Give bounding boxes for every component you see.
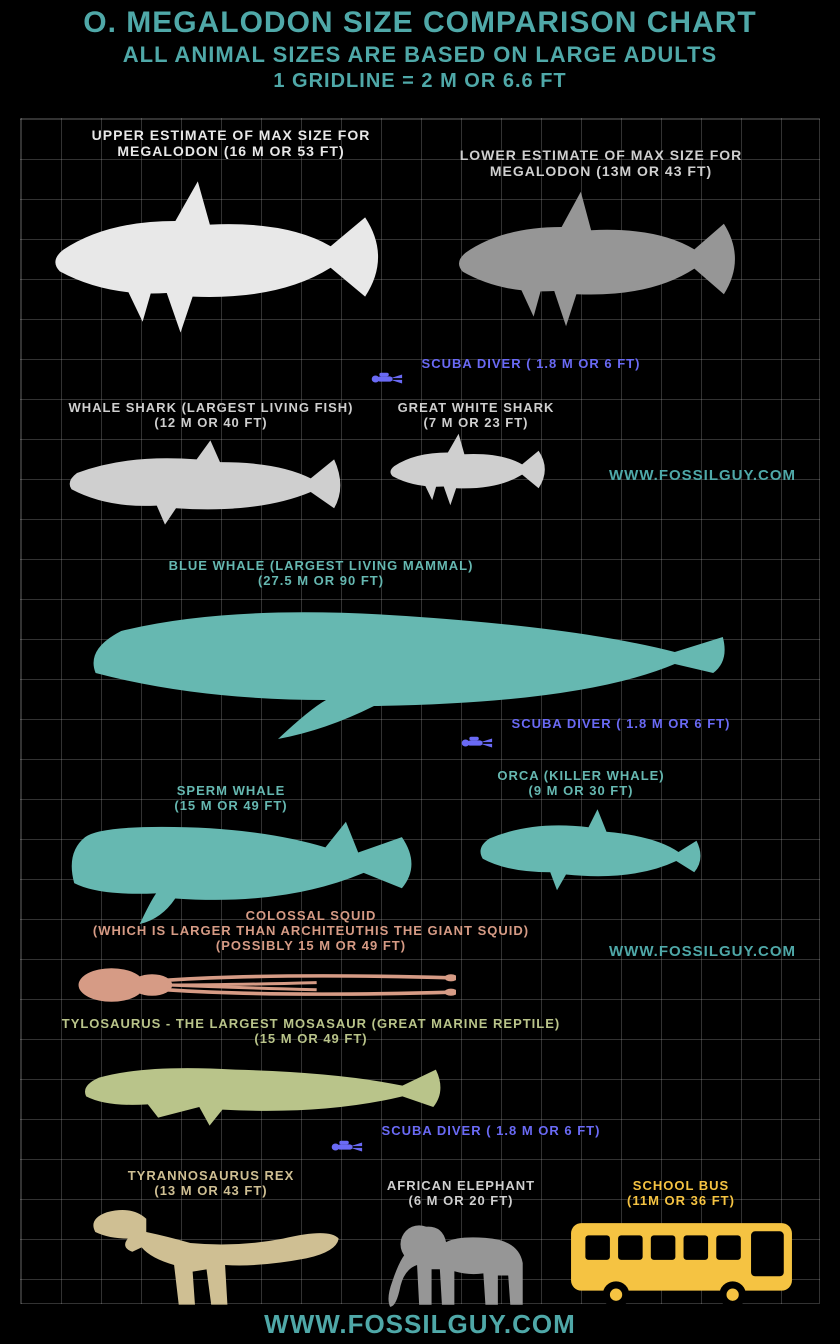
label-scuba3: SCUBA DIVER ( 1.8 M OR 6 FT) [361, 1124, 621, 1139]
megalodon-lower [451, 179, 746, 339]
watermark-1: WWW.FOSSILGUY.COM [609, 467, 796, 484]
label-elephant: AFRICAN ELEPHANT (6 M OR 20 FT) [361, 1179, 561, 1209]
t-rex [86, 1199, 341, 1309]
label-whaleshark: WHALE SHARK (LARGEST LIVING FISH) (12 M … [51, 401, 371, 431]
label-bluewhale: BLUE WHALE (LARGEST LIVING MAMMAL) (27.5… [141, 559, 501, 589]
label-tylo: TYLOSAURUS - THE LARGEST MOSASAUR (GREAT… [51, 1017, 571, 1047]
orca [476, 807, 701, 897]
label-trex: TYRANNOSAURUS REX (13 M OR 43 FT) [101, 1169, 321, 1199]
label-bus: SCHOOL BUS (11M OR 36 FT) [581, 1179, 781, 1209]
watermark-2: WWW.FOSSILGUY.COM [609, 943, 796, 960]
sperm-whale [66, 809, 421, 924]
label-squid: COLOSSAL SQUID (WHICH IS LARGER THAN ARC… [71, 909, 551, 954]
colossal-squid [76, 961, 456, 1009]
title-main: O. MEGALODON SIZE COMPARISON CHART [0, 0, 840, 40]
scuba-diver-3 [326, 1139, 364, 1155]
scuba-diver-2 [456, 735, 494, 751]
label-scuba2: SCUBA DIVER ( 1.8 M OR 6 FT) [491, 717, 751, 732]
great-white [386, 427, 551, 512]
tylosaurus [81, 1051, 441, 1131]
whale-shark [66, 435, 341, 530]
scuba-diver-1 [366, 371, 404, 387]
label-meg_lower: LOWER ESTIMATE OF MAX SIZE FOR MEGALODON… [451, 147, 751, 179]
footer-url: WWW.FOSSILGUY.COM [0, 1309, 840, 1340]
label-spermwhale: SPERM WHALE (15 M OR 49 FT) [131, 784, 331, 814]
megalodon-upper [46, 167, 391, 347]
label-gws: GREAT WHITE SHARK (7 M OR 23 FT) [381, 401, 571, 431]
title-gridline: 1 GRIDLINE = 2 M OR 6.6 FT [0, 68, 840, 93]
label-orca: ORCA (KILLER WHALE) (9 M OR 30 FT) [471, 769, 691, 799]
title-sub: ALL ANIMAL SIZES ARE BASED ON LARGE ADUL… [0, 40, 840, 68]
school-bus [569, 1217, 794, 1309]
label-scuba1: SCUBA DIVER ( 1.8 M OR 6 FT) [401, 357, 661, 372]
label-meg_upper: UPPER ESTIMATE OF MAX SIZE FOR MEGALODON… [81, 127, 381, 159]
comparison-chart: UPPER ESTIMATE OF MAX SIZE FOR MEGALODON… [20, 118, 820, 1304]
elephant [386, 1217, 531, 1311]
